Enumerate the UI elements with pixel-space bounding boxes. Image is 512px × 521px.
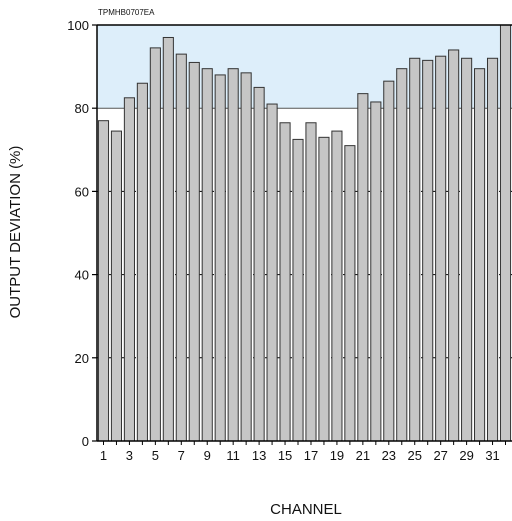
y-tick-label-0: 0 [82,434,89,449]
x-tick-label-7: 7 [178,448,185,463]
x-tick-label-27: 27 [433,448,447,463]
y-tick-labels: 0 20 40 60 80 100 [67,18,89,449]
x-tick-label-3: 3 [126,448,133,463]
bar-channel-26 [422,59,434,442]
bar-channel-25 [409,57,421,442]
bar-channel-30 [474,68,486,442]
bars-layer [97,24,512,442]
x-tick-label-29: 29 [459,448,473,463]
bar-channel-18 [318,136,330,442]
x-axis-title: CHANNEL [270,501,342,518]
bar-channel-20 [344,145,356,442]
y-tick-label-60: 60 [75,184,89,199]
bar-channel-8 [188,61,200,442]
bar-channel-10 [214,74,226,442]
axis-layer [92,24,512,445]
bar-channel-7 [175,53,187,442]
x-tick-label-15: 15 [278,448,292,463]
bar-channel-23 [383,80,395,442]
y-tick-label-100: 100 [67,18,89,33]
x-tick-label-9: 9 [204,448,211,463]
bar-channel-12 [240,72,252,442]
bar-channel-6 [162,36,174,442]
y-tick-label-80: 80 [75,101,89,116]
bar-channel-4 [136,82,148,442]
x-tick-label-17: 17 [304,448,318,463]
bar-channel-14 [266,103,278,442]
bar-channel-17 [305,122,317,442]
bar-channel-3 [123,97,135,442]
x-tick-label-11: 11 [226,448,240,463]
bar-channel-27 [435,55,447,442]
bar-channel-24 [396,68,408,442]
x-tick-label-13: 13 [252,448,266,463]
bar-channel-11 [227,68,239,442]
bar-channel-1 [97,120,110,442]
x-tick-label-25: 25 [408,448,422,463]
y-tick-label-40: 40 [75,268,89,283]
bar-channel-29 [461,57,473,442]
bar-channel-9 [201,68,213,442]
chart-code-label: TPMHB0707EA [98,8,155,17]
x-tick-label-5: 5 [152,448,159,463]
y-tick-label-20: 20 [75,351,89,366]
bar-channel-2 [110,130,123,442]
x-tick-label-1: 1 [100,448,107,463]
bar-channel-21 [357,93,369,442]
bar-channel-32 [499,24,512,442]
bar-channel-16 [292,138,304,442]
x-tick-label-23: 23 [382,448,396,463]
bar-channel-22 [370,101,382,442]
bar-channel-15 [279,122,291,442]
x-tick-labels: 1 3 5 7 9 11 13 15 17 19 21 23 25 27 29 31 [100,448,500,463]
y-axis-title: OUTPUT DEVIATION (%) [7,146,24,319]
x-tick-label-21: 21 [356,448,370,463]
bar-channel-5 [149,47,161,442]
x-tick-label-31: 31 [485,448,499,463]
bar-channel-31 [486,57,499,442]
bar-channel-28 [448,49,460,442]
bar-channel-13 [253,86,265,442]
x-tick-label-19: 19 [330,448,344,463]
bar-channel-19 [331,130,343,442]
